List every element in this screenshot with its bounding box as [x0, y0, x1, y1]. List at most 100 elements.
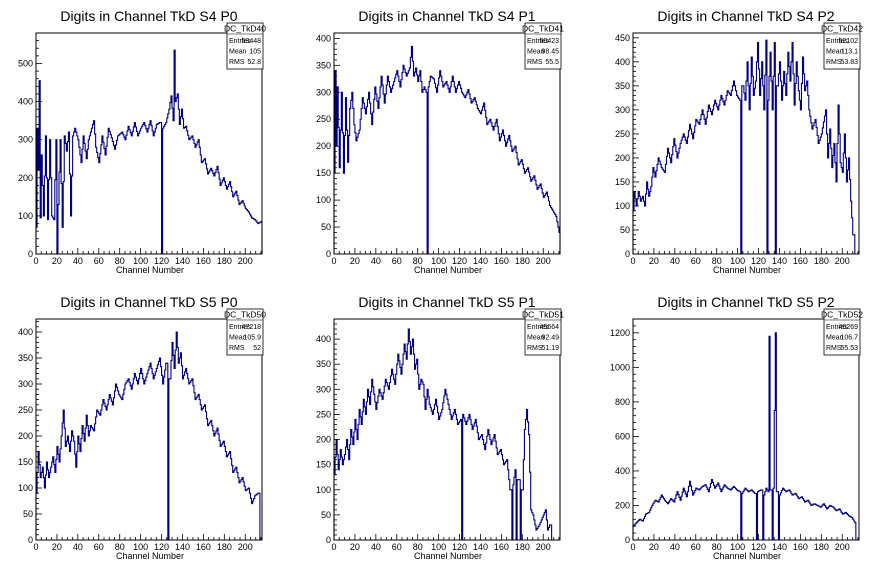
- histogram-series-line: [632, 39, 859, 255]
- x-tick-label: 200: [238, 256, 253, 266]
- plot-frame: [333, 32, 561, 255]
- y-tick-label: 200: [18, 431, 33, 441]
- x-tick-label: 20: [649, 256, 659, 266]
- chart-title: Digits in Channel TkD S5 P1: [358, 294, 535, 310]
- x-tick-label: 180: [814, 256, 829, 266]
- stats-value-mean: 105.9: [243, 335, 261, 342]
- x-axis-label: Channel Number: [713, 551, 781, 561]
- x-tick-label: 20: [350, 256, 360, 266]
- y-tick-label: 0: [28, 535, 33, 545]
- stats-box-frame: [226, 308, 264, 356]
- x-tick-label: 140: [772, 542, 787, 552]
- stats-box-name: DC_TkD42: [821, 24, 863, 34]
- histogram-svg: Digits in Channel TkD S4 P2 0 20 40 60 80 100 1…: [615, 8, 863, 275]
- stats-box-name: DC_TkD40: [224, 24, 266, 34]
- x-tick-label: 40: [73, 542, 83, 552]
- y-tick-label: 100: [18, 483, 33, 493]
- stats-label-mean: Mean: [229, 335, 247, 342]
- y-tick-label: 400: [18, 327, 33, 337]
- x-tick-label: 200: [835, 542, 850, 552]
- x-tick-label: 40: [371, 256, 381, 266]
- stats-label-entries: Entries: [229, 324, 251, 331]
- x-tick-label: 180: [515, 256, 530, 266]
- stats-box-name: DC_TkD51: [522, 310, 564, 320]
- stats-value-entries: 46269: [839, 324, 859, 331]
- stats-label-rms: RMS: [527, 345, 543, 352]
- x-axis-label: Channel Number: [713, 265, 781, 275]
- y-tick-label: 100: [615, 201, 630, 211]
- stats-box-frame: [823, 22, 861, 70]
- chart-title: Digits in Channel TkD S4 P1: [358, 8, 535, 24]
- x-tick-label: 100: [133, 542, 148, 552]
- stats-label-mean: Mean: [229, 49, 247, 56]
- x-axis-label: Channel Number: [116, 551, 184, 561]
- x-tick-label: 80: [115, 256, 125, 266]
- y-tick-label: 150: [18, 457, 33, 467]
- x-tick-label: 180: [515, 542, 530, 552]
- y-tick-label: 1000: [610, 362, 630, 372]
- x-tick-label: 200: [835, 256, 850, 266]
- stats-box-name: DC_TkD41: [522, 24, 564, 34]
- x-tick-label: 200: [238, 542, 253, 552]
- x-tick-label: 0: [630, 542, 635, 552]
- x-tick-label: 120: [751, 542, 766, 552]
- x-tick-label: 80: [413, 256, 423, 266]
- stats-label-rms: RMS: [229, 59, 245, 66]
- x-tick-label: 100: [730, 542, 745, 552]
- x-tick-label: 80: [115, 542, 125, 552]
- y-tick-label: 400: [615, 466, 630, 476]
- y-tick-label: 400: [316, 33, 331, 43]
- y-tick-label: 0: [326, 535, 331, 545]
- x-tick-label: 160: [793, 542, 808, 552]
- stats-label-mean: Mean: [826, 49, 844, 56]
- stats-value-rms: 53.83: [840, 59, 858, 66]
- y-tick-label: 400: [316, 334, 331, 344]
- x-tick-label: 60: [392, 542, 402, 552]
- x-tick-label: 80: [712, 542, 722, 552]
- y-tick-label: 100: [18, 211, 33, 221]
- x-tick-label: 80: [712, 256, 722, 266]
- x-tick-label: 140: [772, 256, 787, 266]
- y-tick-label: 0: [625, 535, 630, 545]
- x-tick-label: 160: [196, 256, 211, 266]
- stats-box-name: DC_TkD50: [224, 310, 266, 320]
- x-tick-label: 120: [154, 256, 169, 266]
- histogram-svg: Digits in Channel TkD S5 P2 0 20 40 60 80 100 1…: [610, 294, 863, 561]
- x-tick-label: 40: [371, 542, 381, 552]
- x-tick-label: 20: [52, 256, 62, 266]
- y-tick-label: 1200: [610, 328, 630, 338]
- x-tick-label: 40: [670, 542, 680, 552]
- y-tick-label: 0: [326, 249, 331, 259]
- stats-value-mean: 92.49: [541, 335, 559, 342]
- x-tick-label: 120: [154, 542, 169, 552]
- x-tick-label: 200: [536, 256, 551, 266]
- x-tick-label: 40: [73, 256, 83, 266]
- x-tick-label: 20: [52, 542, 62, 552]
- x-tick-label: 20: [649, 542, 659, 552]
- x-tick-label: 140: [473, 542, 488, 552]
- y-tick-label: 100: [316, 485, 331, 495]
- y-tick-label: 150: [615, 177, 630, 187]
- y-tick-label: 500: [18, 58, 33, 68]
- x-tick-label: 140: [175, 542, 190, 552]
- x-axis-label: Channel Number: [414, 551, 482, 561]
- x-tick-label: 60: [392, 256, 402, 266]
- y-tick-label: 250: [615, 129, 630, 139]
- histogram-svg: Digits in Channel TkD S5 P0 0 20 40 60 80 100 1…: [18, 294, 266, 561]
- y-tick-label: 50: [23, 509, 33, 519]
- stats-label-rms: RMS: [527, 59, 543, 66]
- histogram-panel-s4-p2: Digits in Channel TkD S4 P2 0 20 40 60 80 100 1…: [597, 0, 895, 286]
- histogram-series-line: [35, 49, 263, 255]
- x-tick-label: 100: [730, 256, 745, 266]
- stats-box-frame: [524, 22, 562, 70]
- x-tick-label: 80: [413, 542, 423, 552]
- stats-label-rms: RMS: [826, 345, 842, 352]
- y-tick-label: 200: [316, 435, 331, 445]
- y-tick-label: 400: [18, 97, 33, 107]
- stats-label-entries: Entries: [826, 324, 848, 331]
- stats-value-mean: 106.7: [840, 335, 858, 342]
- stats-box-frame: [524, 308, 562, 356]
